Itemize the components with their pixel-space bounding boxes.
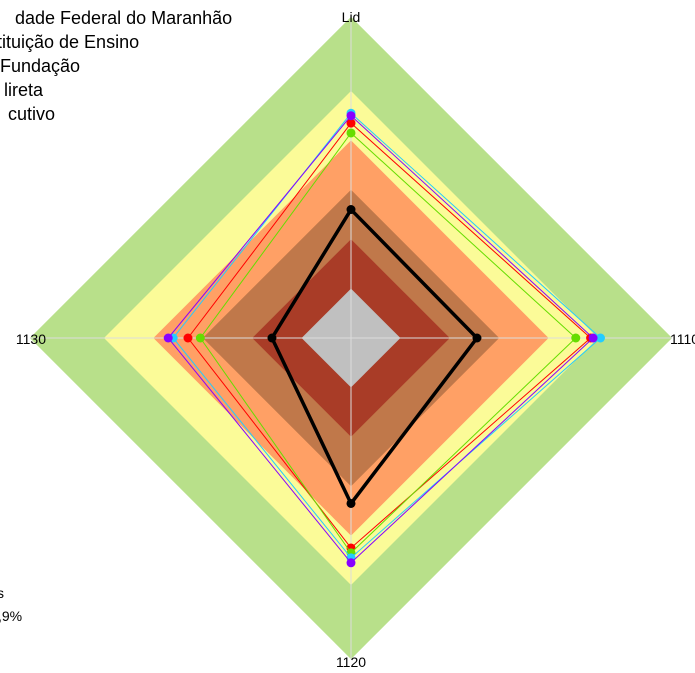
series-4 [267,205,482,508]
series-point-1130 [163,333,173,343]
legend-entry-2: Fundação [0,56,80,76]
series-point-1120 [346,498,356,508]
axis-label-bottom: 1120 [336,654,366,670]
legend-entry-0: dade Federal do Maranhão [15,8,232,28]
series-point-1110 [588,333,598,343]
series-point-1130 [267,333,277,343]
axis-label-right: 1110 [670,331,695,347]
legend: dade Federal do Maranhão tituição de Ensi… [0,8,232,124]
series-point-1110 [571,333,581,343]
axis-label-left: 1130 [16,331,46,347]
series-point-Lid [346,111,356,121]
partial-label-1: ,9% [0,608,22,624]
legend-entry-3: lireta [4,80,44,100]
legend-entry-4: cutivo [8,104,55,124]
legend-entry-1: tituição de Ensino [0,32,139,52]
series-point-Lid [346,118,356,128]
radar-series [163,108,605,568]
series-point-Lid [346,205,356,215]
partial-label-0: s [0,585,4,601]
series-point-1130 [183,333,193,343]
axis-labels: Lid 1110 1120 1130 [16,9,695,670]
partial-annotation: s ,9% [0,585,22,624]
axis-label-top: Lid [342,9,361,25]
series-point-1110 [595,333,605,343]
series-point-1110 [472,333,482,343]
series-point-1120 [346,558,356,568]
series-point-Lid [346,128,356,138]
series-3 [163,111,598,568]
series-point-1130 [195,333,205,343]
